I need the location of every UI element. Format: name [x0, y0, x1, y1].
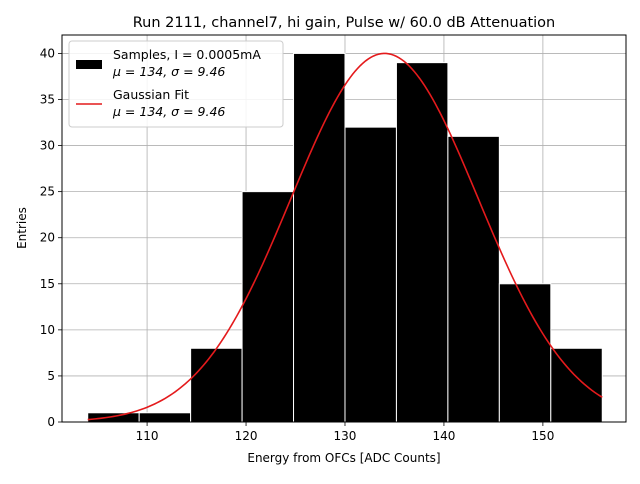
legend-box — [68, 40, 284, 128]
x-tick-label: 130 — [334, 429, 357, 443]
legend-fit-label: Gaussian Fit — [113, 87, 189, 102]
y-tick-label: 25 — [40, 185, 55, 199]
gaussian-fit-line — [87, 52, 603, 421]
x-tick-label: 110 — [136, 429, 159, 443]
histogram-bar — [138, 412, 192, 423]
chart-title: Run 2111, channel7, hi gain, Pulse w/ 60… — [133, 15, 556, 31]
x-tick-label: 120 — [235, 429, 258, 443]
legend: Samples, I = 0.0005mA μ = 134, σ = 9.46 … — [68, 40, 284, 128]
y-tick-label: 40 — [40, 46, 55, 60]
y-tick-label: 0 — [47, 415, 55, 429]
legend-swatch-samples — [76, 60, 102, 69]
y-tick-label: 35 — [40, 93, 55, 107]
histogram-bar — [447, 135, 500, 423]
y-axis-label: Entries — [15, 207, 29, 249]
histogram-bar — [87, 412, 140, 423]
y-tick-label: 10 — [40, 323, 55, 337]
histogram-bar — [498, 283, 552, 423]
plot-area: 110 120 130 140 150 0 5 10 15 20 25 30 35 40 — [40, 34, 627, 443]
histogram-bar — [395, 62, 449, 423]
legend-fit-stats: μ = 134, σ = 9.46 — [112, 104, 225, 119]
y-tick-label: 20 — [40, 231, 55, 245]
legend-samples-stats: μ = 134, σ = 9.46 — [112, 64, 225, 79]
x-axis-label: Energy from OFCs [ADC Counts] — [247, 451, 440, 465]
histogram-bar — [293, 52, 346, 423]
x-tick-label: 150 — [531, 429, 554, 443]
histogram-bar — [344, 126, 397, 423]
x-tick-label: 140 — [432, 429, 455, 443]
histogram-bar — [550, 347, 603, 423]
axes-frame — [61, 34, 627, 423]
histogram-bar — [190, 347, 243, 423]
y-tick-label: 5 — [47, 369, 55, 383]
y-tick-label: 30 — [40, 139, 55, 153]
histogram-bar — [241, 191, 295, 423]
legend-samples-label: Samples, I = 0.0005mA — [113, 47, 261, 62]
y-tick-label: 15 — [40, 277, 55, 291]
